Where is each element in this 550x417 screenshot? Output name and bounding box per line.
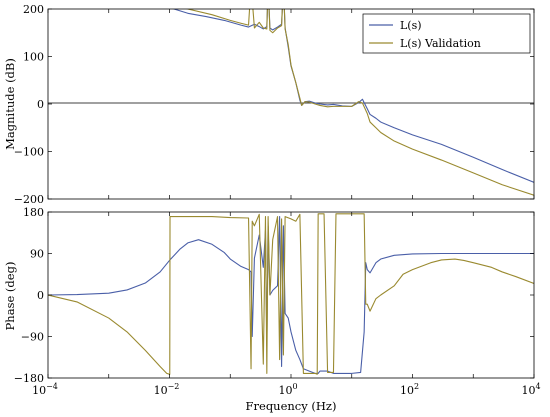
phase-panel: −180 −90 0 90 180 10−4 10−2 100 102 104 Phase (de… (3, 206, 541, 413)
phase-xlabel: Frequency (Hz) (246, 399, 337, 413)
phase-ytick-label: −180 (14, 372, 44, 385)
phase-ylabel: Phase (deg) (3, 262, 17, 331)
legend-box (362, 13, 531, 54)
magnitude-axes-frame (47, 8, 535, 200)
magnitude-series-group (172, 9, 534, 196)
phase-xtick-label: 10−2 (154, 382, 180, 397)
phase-ticks: −180 −90 0 90 180 10−4 10−2 100 102 104 (14, 206, 541, 397)
phase-ytick-label: 180 (23, 206, 44, 219)
phase-xtick-label: 10−4 (32, 382, 58, 397)
magnitude-ylabel: Magnitude (dB) (3, 58, 17, 150)
magnitude-series-l-s-validation (186, 9, 534, 196)
legend-entry-l-s: L(s) (400, 19, 422, 32)
phase-series-l-s (48, 216, 534, 374)
magnitude-ticks: −200 −100 0 100 200 (14, 3, 535, 206)
phase-axes-frame (47, 211, 535, 379)
phase-xtick-label: 100 (278, 382, 297, 397)
magnitude-ytick-label: −100 (14, 146, 44, 159)
phase-series-l-s-validation (48, 213, 534, 375)
magnitude-ytick-label: −200 (14, 193, 44, 206)
phase-ytick-label: −90 (21, 331, 44, 344)
phase-xtick-label: 104 (521, 382, 540, 397)
magnitude-ytick-label: 100 (23, 51, 44, 64)
phase-ytick-label: 90 (30, 248, 44, 261)
magnitude-ytick-label: 200 (23, 3, 44, 16)
phase-xtick-label: 102 (400, 382, 419, 397)
magnitude-panel: −200 −100 0 100 200 Magnitude (dB) L(s) L(s)… (3, 3, 535, 206)
legend-entry-l-s-validation: L(s) Validation (400, 37, 481, 50)
phase-ytick-label: 0 (37, 289, 44, 302)
phase-series-group (48, 213, 534, 375)
legend: L(s) L(s) Validation (362, 13, 531, 54)
magnitude-ytick-label: 0 (37, 98, 44, 111)
